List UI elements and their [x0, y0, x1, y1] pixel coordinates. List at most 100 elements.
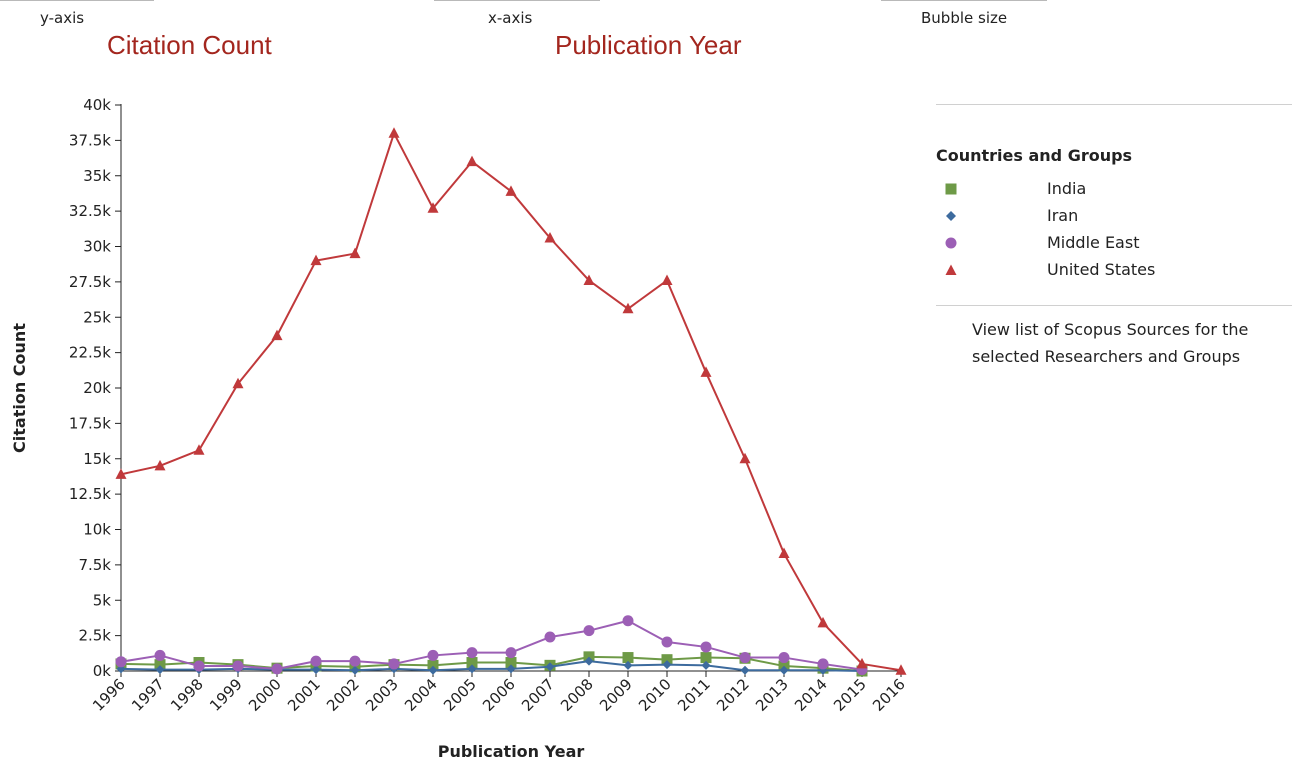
- data-point[interactable]: [817, 658, 829, 670]
- data-point[interactable]: [817, 616, 829, 628]
- legend-item-united-states[interactable]: United States: [936, 256, 1292, 283]
- legend-item-middle-east[interactable]: Middle East: [936, 229, 1292, 256]
- data-point[interactable]: [232, 660, 244, 672]
- legend-title: Countries and Groups: [936, 146, 1133, 165]
- data-point[interactable]: [505, 657, 517, 669]
- data-point[interactable]: [544, 232, 556, 243]
- control-divider: [0, 0, 154, 1]
- bubble-size-control[interactable]: Bubble size: [881, 0, 1047, 27]
- legend-item-iran[interactable]: Iran: [936, 202, 1292, 229]
- data-point[interactable]: [661, 636, 673, 648]
- data-point[interactable]: [427, 202, 439, 213]
- data-point[interactable]: [311, 665, 321, 675]
- data-point[interactable]: [154, 649, 166, 661]
- data-point[interactable]: [622, 302, 634, 314]
- data-point[interactable]: [349, 247, 361, 259]
- series-line: [120, 132, 902, 672]
- data-point[interactable]: [271, 329, 283, 341]
- y-tick-label: 22.5k: [69, 344, 111, 362]
- data-point[interactable]: [856, 657, 868, 669]
- data-point[interactable]: [193, 444, 205, 455]
- data-point[interactable]: [740, 665, 750, 675]
- y-tick-label: 17.5k: [69, 414, 111, 432]
- data-point[interactable]: [427, 659, 439, 671]
- legend-item-label: Iran: [1047, 206, 1079, 225]
- data-point[interactable]: [466, 647, 478, 659]
- data-point[interactable]: [506, 664, 516, 674]
- x-tick-label: 2015: [830, 675, 870, 715]
- y-tick-label: 37.5k: [69, 131, 111, 149]
- data-point[interactable]: [700, 641, 712, 653]
- data-point[interactable]: [662, 660, 672, 670]
- data-point[interactable]: [583, 625, 595, 637]
- data-point[interactable]: [388, 658, 400, 670]
- series-line: [120, 655, 863, 672]
- legend-panel: Countries and Groups India Iran Middle E…: [936, 104, 1292, 370]
- y-axis-control-label: y-axis: [40, 9, 85, 27]
- y-tick-label: 12.5k: [69, 485, 111, 503]
- data-point[interactable]: [700, 652, 712, 664]
- circle-marker-icon: [936, 236, 1047, 250]
- data-point[interactable]: [428, 665, 438, 675]
- data-point[interactable]: [661, 654, 673, 666]
- y-axis-title: Citation Count: [10, 323, 29, 453]
- data-point[interactable]: [700, 366, 712, 377]
- data-point[interactable]: [583, 274, 595, 285]
- data-point[interactable]: [193, 660, 205, 672]
- data-point[interactable]: [779, 665, 789, 675]
- x-tick-label: 2014: [791, 675, 831, 715]
- y-axis-selector[interactable]: Citation Count: [107, 30, 272, 60]
- data-point[interactable]: [467, 664, 477, 674]
- scopus-sources-link[interactable]: View list of Scopus Sources for the sele…: [972, 320, 1249, 366]
- data-point[interactable]: [310, 254, 322, 266]
- legend-item-label: United States: [1047, 260, 1156, 279]
- data-point[interactable]: [349, 655, 361, 667]
- series-iran: [116, 656, 867, 676]
- data-point[interactable]: [701, 660, 711, 670]
- data-point[interactable]: [271, 663, 283, 675]
- square-marker-icon: [936, 182, 1047, 196]
- x-tick-label: 2013: [752, 675, 792, 715]
- data-point[interactable]: [155, 665, 165, 675]
- data-point[interactable]: [778, 547, 790, 559]
- bubble-size-label[interactable]: Bubble size: [921, 9, 1008, 27]
- y-axis-control[interactable]: y-axis Citation Count: [0, 0, 272, 60]
- data-point[interactable]: [661, 274, 673, 285]
- data-point[interactable]: [544, 631, 556, 643]
- data-point[interactable]: [739, 652, 751, 664]
- data-point[interactable]: [350, 665, 360, 675]
- data-point[interactable]: [895, 664, 907, 675]
- data-point[interactable]: [545, 662, 555, 672]
- data-point[interactable]: [427, 649, 439, 661]
- data-point[interactable]: [584, 656, 594, 666]
- data-point[interactable]: [505, 647, 517, 659]
- control-divider: [881, 0, 1047, 1]
- data-point[interactable]: [622, 652, 634, 664]
- x-axis-control[interactable]: x-axis Publication Year: [434, 0, 741, 60]
- data-point[interactable]: [622, 615, 634, 627]
- x-tick-label: 2007: [518, 675, 558, 715]
- x-axis-selector[interactable]: Publication Year: [555, 30, 742, 60]
- x-axis-title: Publication Year: [438, 742, 585, 760]
- data-point[interactable]: [778, 652, 790, 664]
- data-point[interactable]: [115, 656, 127, 668]
- data-point[interactable]: [310, 655, 322, 667]
- x-tick-label: 2005: [440, 675, 480, 715]
- data-point[interactable]: [466, 155, 478, 167]
- data-point[interactable]: [505, 185, 517, 196]
- data-point[interactable]: [154, 459, 166, 471]
- data-point[interactable]: [623, 660, 633, 670]
- legend-divider: [936, 305, 1292, 306]
- data-point[interactable]: [739, 452, 751, 464]
- data-point[interactable]: [232, 377, 244, 389]
- data-point[interactable]: [466, 657, 478, 669]
- x-tick-label: 2003: [362, 675, 402, 715]
- data-point[interactable]: [154, 659, 166, 671]
- y-tick-label: 10k: [83, 521, 111, 539]
- data-point[interactable]: [388, 127, 400, 138]
- series-united-states: [115, 127, 907, 675]
- legend-item-india[interactable]: India: [936, 175, 1292, 202]
- diamond-marker-icon: [936, 209, 1047, 223]
- y-tick-label: 7.5k: [78, 556, 111, 574]
- data-point[interactable]: [115, 468, 127, 479]
